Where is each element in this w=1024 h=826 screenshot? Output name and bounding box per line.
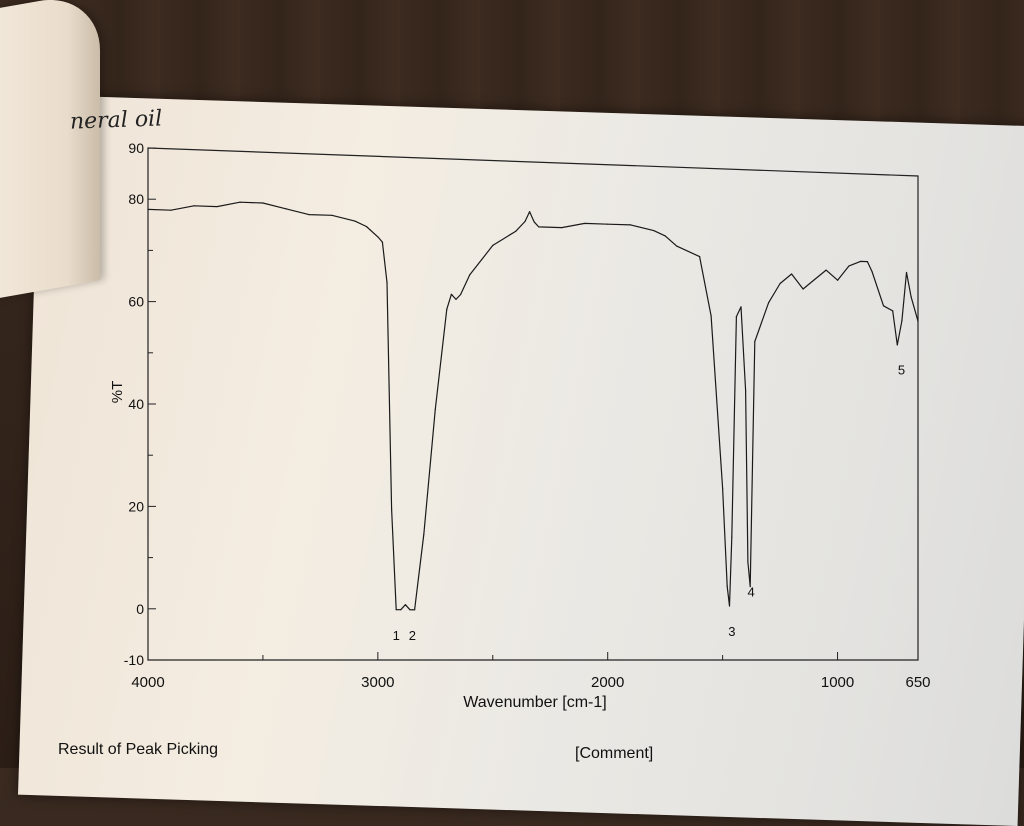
y-tick-label: 80 — [128, 191, 144, 207]
spectrum-point — [365, 225, 367, 228]
spectrum-point — [825, 269, 827, 271]
spectrum-point — [910, 296, 912, 298]
spectrum-point — [731, 536, 733, 538]
spectrum-point — [377, 236, 379, 238]
spectrum-point — [848, 265, 850, 267]
spectrum-point — [607, 223, 609, 225]
spectrum-point — [892, 310, 894, 312]
spectrum-point — [239, 201, 241, 203]
peak-label: 3 — [728, 624, 735, 639]
spectrum-point — [747, 561, 749, 563]
spectrum-point — [193, 205, 195, 207]
x-tick-label: 2000 — [591, 674, 624, 691]
spectrum-point — [896, 344, 898, 346]
spectrum-point — [802, 288, 804, 290]
spectrum-point — [561, 227, 563, 229]
spectrum-point — [653, 229, 655, 232]
peak-label: 2 — [409, 628, 416, 643]
spectrum-point — [391, 508, 393, 510]
y-axis-label: %T — [109, 381, 126, 404]
spectrum-point — [216, 205, 218, 208]
spectrum-point — [630, 224, 632, 226]
spectrum-point — [414, 609, 416, 611]
spectrum-point — [262, 202, 264, 204]
spectrum-point — [584, 222, 586, 225]
spectrum-point — [790, 273, 793, 275]
spectrum-point — [411, 609, 413, 611]
comment-label: [Comment] — [575, 745, 654, 762]
spectrum-point — [469, 274, 471, 276]
spectrum-point — [836, 279, 839, 281]
spectrum-point — [409, 609, 411, 611]
spectrum-point — [710, 315, 712, 317]
spectrum-point — [434, 408, 436, 410]
spectrum-point — [450, 293, 453, 295]
spectrum-point — [386, 281, 388, 284]
spectrum-point — [492, 244, 494, 247]
spectrum-point — [354, 220, 356, 222]
peak-label: 1 — [393, 628, 400, 643]
spectrum-point — [170, 209, 172, 211]
y-tick-label: 0 — [136, 601, 144, 617]
spectrum-point — [699, 256, 701, 258]
spectrum-point — [400, 609, 402, 611]
spectrum-point — [767, 302, 770, 304]
spectrum-point — [455, 298, 457, 301]
spectrum-point — [917, 320, 919, 322]
spectrum-point — [664, 235, 666, 237]
spectrum-point — [515, 230, 517, 232]
x-tick-label: 650 — [905, 674, 930, 691]
spectrum-point — [395, 609, 397, 611]
spectrum-point — [459, 293, 462, 296]
spectrum-point — [728, 605, 731, 607]
plot-frame — [147, 147, 919, 661]
spectrum-point — [740, 306, 742, 308]
y-tick-label: -10 — [124, 652, 144, 668]
spectrum-point — [528, 211, 531, 213]
spectrum-point — [308, 213, 310, 216]
spectrum-point — [901, 320, 903, 322]
spectrum-point — [676, 245, 678, 247]
y-tick-label: 90 — [128, 140, 144, 156]
peak-label: 4 — [748, 585, 755, 600]
x-axis-label: Wavenumber [cm-1] — [463, 694, 606, 711]
spectrum-point — [446, 308, 448, 310]
spectrum-point — [285, 208, 287, 210]
y-tick-label: 20 — [128, 498, 144, 514]
spectrum-point — [749, 585, 751, 588]
spectrum-point — [538, 226, 540, 228]
spectrum-point — [779, 282, 781, 285]
spectrum-point — [404, 604, 407, 606]
spectrum-point — [381, 241, 384, 243]
spectrum-point — [533, 221, 535, 223]
spectrum-point — [726, 585, 728, 587]
spectrum-point — [331, 214, 333, 216]
x-tick-label: 1000 — [821, 674, 854, 691]
x-tick-label: 4000 — [131, 674, 164, 691]
spectrum-point — [754, 340, 756, 343]
spectrum-point — [905, 271, 908, 274]
spectrum-point — [524, 220, 526, 223]
peak-label: 5 — [898, 363, 905, 378]
spectrum-point — [813, 278, 816, 281]
y-tick-label: 40 — [128, 396, 144, 412]
spectrum-point — [882, 305, 885, 307]
spectrum-point — [866, 261, 869, 263]
peak-picking-label: Result of Peak Picking — [58, 741, 219, 758]
spectrum-line — [147, 201, 919, 611]
spectrum-point — [735, 315, 738, 318]
spectrum-point — [859, 260, 862, 263]
spectrum-point — [423, 533, 425, 536]
spectrum-point — [871, 270, 873, 273]
x-tick-label: 3000 — [361, 674, 394, 691]
spectrum-point — [147, 208, 149, 211]
spectrum-point — [722, 487, 724, 489]
y-tick-label: 60 — [128, 294, 144, 310]
spectrum-point — [751, 463, 754, 465]
spectrum-point — [745, 389, 747, 391]
